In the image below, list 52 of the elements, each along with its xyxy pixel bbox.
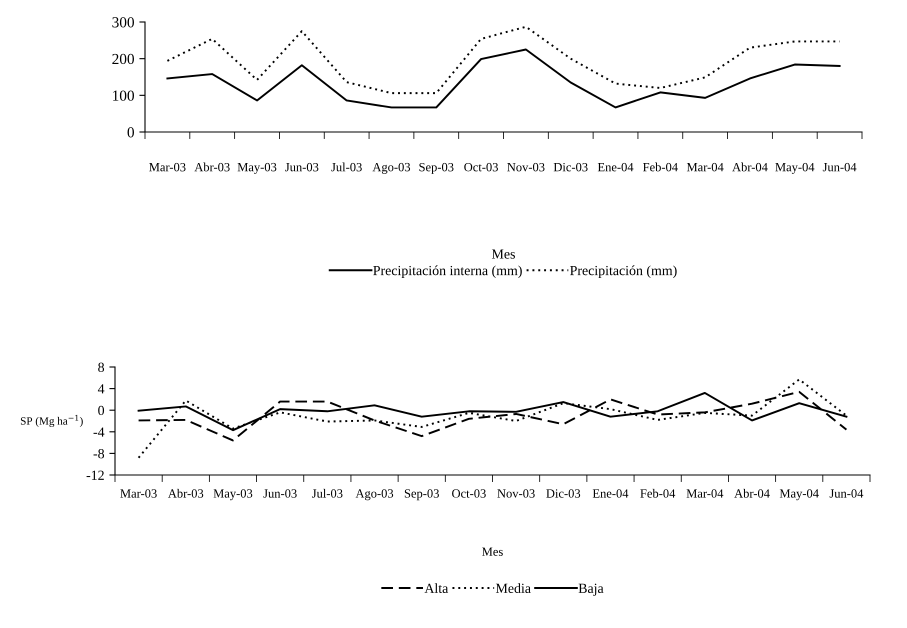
legend-label: Precipitación (mm) xyxy=(570,265,677,278)
x-tick-label: May-04 xyxy=(780,489,819,500)
x-tick-label: Jul-03 xyxy=(312,488,342,498)
x-tick-label: Mar-03 xyxy=(149,162,186,172)
x-tick-label: Sep-03 xyxy=(404,489,439,500)
x-tick-label: Nov-03 xyxy=(497,489,535,498)
y-tick-label: 100 xyxy=(113,90,134,101)
y-tick-label: 200 xyxy=(112,54,134,64)
legend-label: Alta xyxy=(424,583,448,593)
x-tick-label: Jun-04 xyxy=(822,162,856,172)
x-tick-label: May-03 xyxy=(214,489,252,500)
x-tick-label: Nov-03 xyxy=(507,162,545,172)
legend-label: Baja xyxy=(578,584,604,596)
x-tick-label: Mar-04 xyxy=(686,489,724,498)
y-tick-label: 300 xyxy=(112,17,134,28)
x-tick-label: Jun-03 xyxy=(285,162,318,172)
y-tick-label: -12 xyxy=(86,470,104,480)
x-tick-label: Sep-03 xyxy=(419,162,454,174)
x-tick-label: Ene-04 xyxy=(592,489,628,498)
x-tick-label: Oct-03 xyxy=(464,162,498,172)
x-tick-label: Jun-03 xyxy=(263,489,297,498)
x-tick-label: Mar-03 xyxy=(120,489,157,498)
x-tick-label: Abr-03 xyxy=(168,488,204,498)
x-tick-label: Dic-03 xyxy=(546,489,580,498)
y-tick-label: 0 xyxy=(98,406,104,416)
x-tick-label: Ene-04 xyxy=(598,162,634,172)
line-series xyxy=(166,48,841,108)
legend-label: Media xyxy=(496,583,531,593)
y-tick-label: 4 xyxy=(98,384,104,394)
x-tick-label: Abr-03 xyxy=(194,162,230,172)
legend-label: Precipitación interna (mm) xyxy=(373,265,522,278)
line-series xyxy=(166,26,841,94)
x-tick-label: Mar-04 xyxy=(686,162,724,172)
x-tick-label: Jul-03 xyxy=(331,162,362,172)
x-tick-label: Abr-04 xyxy=(734,488,770,498)
x-tick-label: Abr-04 xyxy=(732,162,768,172)
x-tick-label: Feb-04 xyxy=(640,488,676,498)
x-axis-title: Mes xyxy=(482,548,503,556)
y-axis-title: SP (Mg ha$^{−1}$) xyxy=(20,414,83,428)
y-tick-label: -4 xyxy=(94,427,104,437)
x-tick-label: Oct-03 xyxy=(452,489,486,498)
x-tick-label: May-04 xyxy=(775,162,814,174)
x-tick-label: Jun-04 xyxy=(830,489,864,498)
y-tick-label: 8 xyxy=(98,362,104,372)
x-tick-label: Ago-03 xyxy=(356,489,394,500)
x-axis-title: Mes xyxy=(492,249,515,259)
x-tick-label: Feb-04 xyxy=(642,162,678,172)
x-tick-label: Dic-03 xyxy=(554,162,588,172)
x-tick-label: Ago-03 xyxy=(372,162,410,174)
x-tick-label: May-03 xyxy=(238,162,276,174)
y-tick-label: 0 xyxy=(128,127,134,138)
y-tick-label: -8 xyxy=(94,448,104,458)
